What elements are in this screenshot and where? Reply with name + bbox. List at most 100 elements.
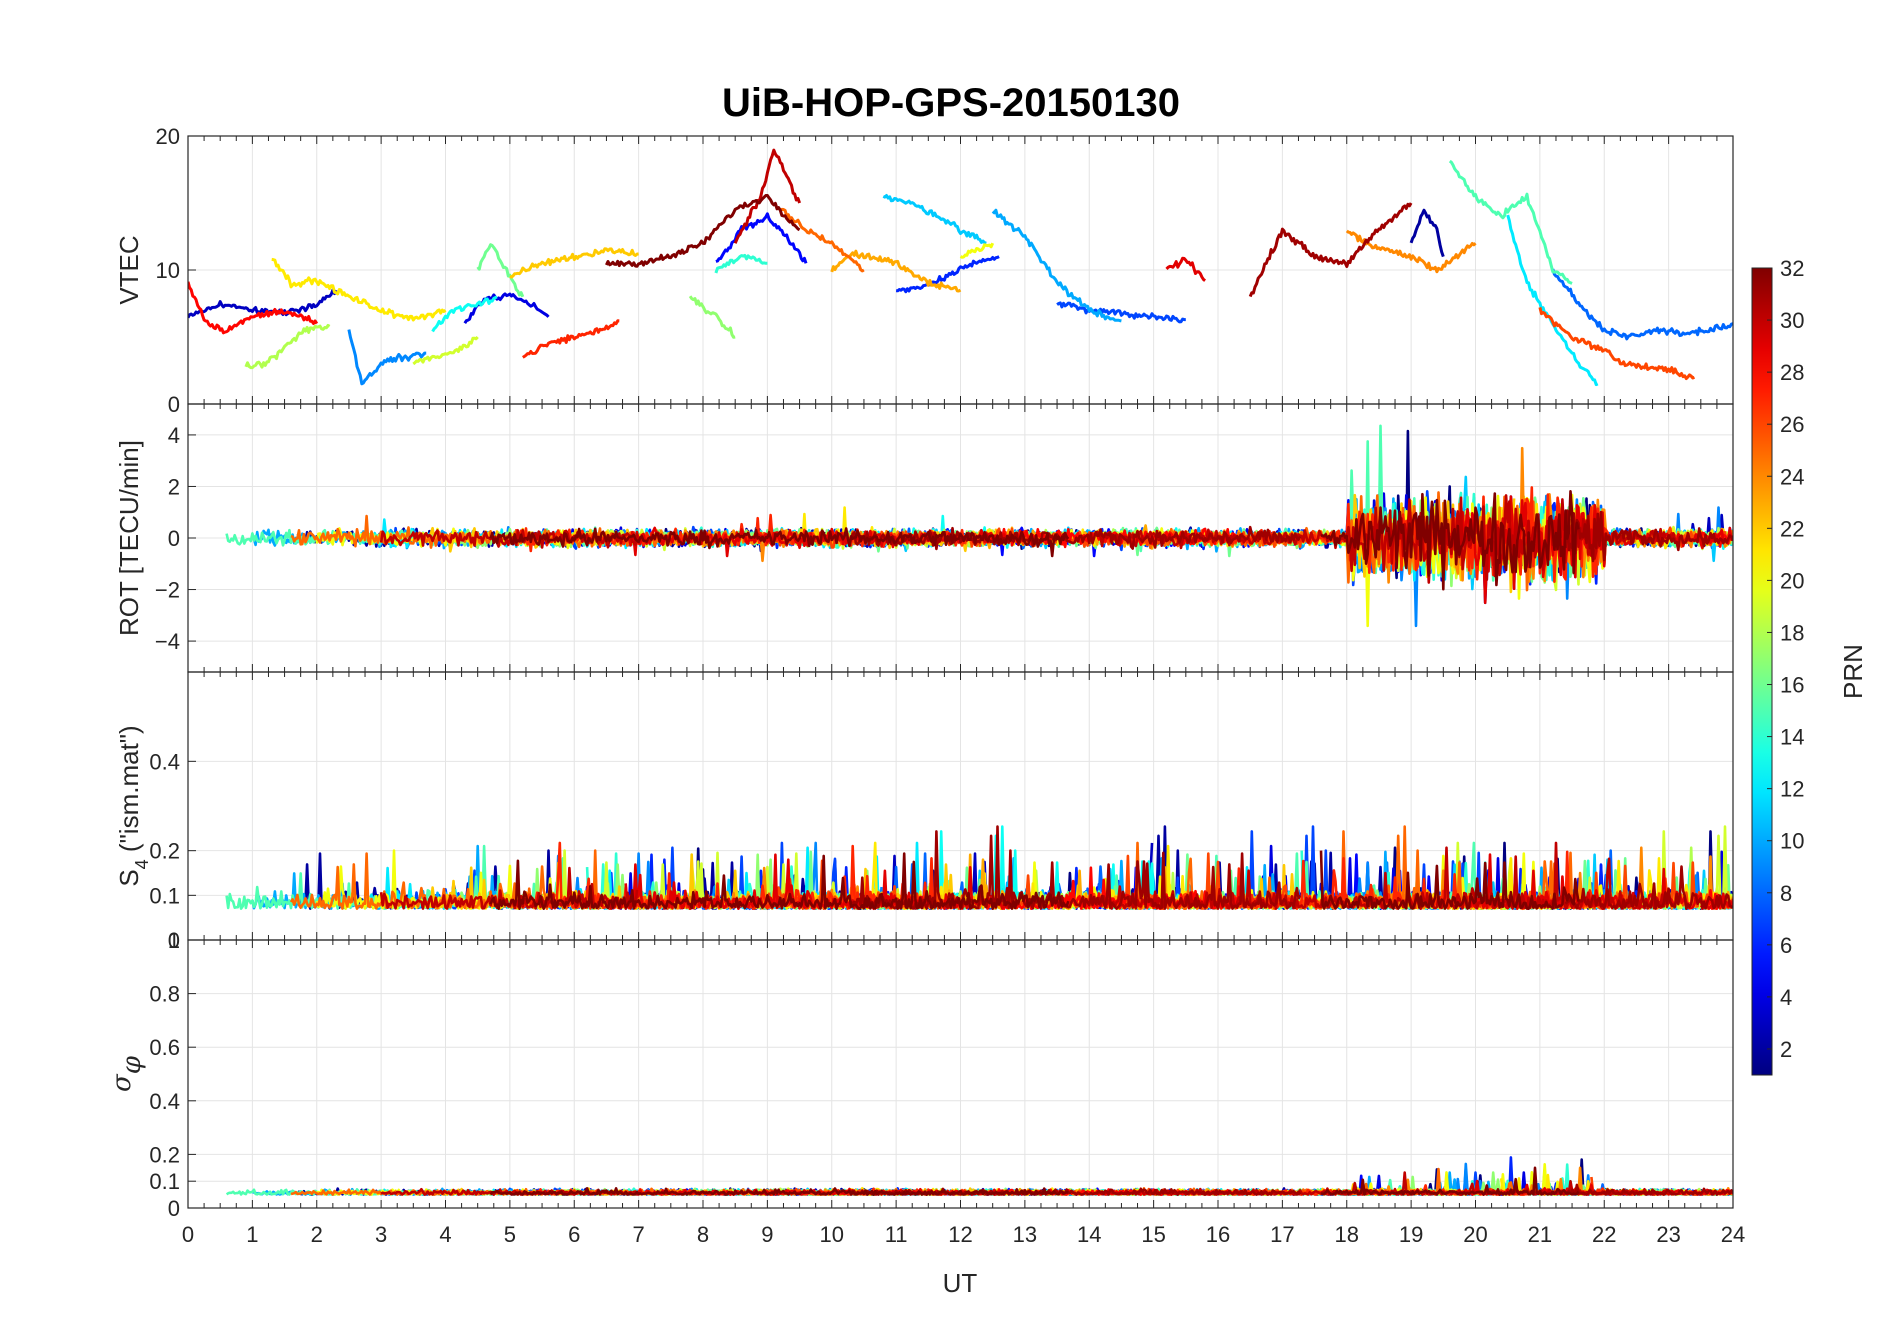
y-tick-label: 0.2 <box>149 839 180 864</box>
x-tick-label: 11 <box>885 1222 908 1247</box>
x-tick-label: 19 <box>1399 1222 1423 1247</box>
colorbar-tick-label: 14 <box>1780 725 1804 750</box>
vtec-trace-prn-26 <box>1538 307 1696 381</box>
x-tick-label: 2 <box>311 1222 323 1247</box>
chart-title: UiB-HOP-GPS-20150130 <box>722 81 1180 125</box>
colorbar-tick-label: 12 <box>1780 777 1804 802</box>
vtec-trace-prn-22 <box>509 247 639 279</box>
panel-rot: −4 −2 0 2 4 ROT [TECU/min] <box>114 403 1734 673</box>
x-tick-label: 5 <box>504 1222 516 1247</box>
colorbar-tick-label: 26 <box>1780 412 1804 437</box>
x-tick-label: 8 <box>697 1222 709 1247</box>
colorbar-tick-label: 6 <box>1780 933 1792 958</box>
y-tick-label: 20 <box>156 124 180 149</box>
y-tick-label: 0 <box>168 392 180 417</box>
rot-trace-prn-32 <box>489 527 1070 558</box>
y-axis-label-s4: S4 ("ism.mat") <box>114 725 152 886</box>
x-tick-label: 1 <box>246 1222 258 1247</box>
vtec-trace-prn-7 <box>1056 301 1186 324</box>
vtec-trace-prn-27 <box>522 319 620 359</box>
y-tick-label: 0 <box>168 1196 180 1221</box>
y-tick-label: 0 <box>168 526 180 551</box>
rot-trace-prn-32 <box>1321 490 1580 591</box>
x-tick-label: 15 <box>1141 1222 1165 1247</box>
x-tick-label: 23 <box>1656 1222 1680 1247</box>
y-tick-label: 0.6 <box>149 1035 180 1060</box>
s4-trace-prn-31 <box>849 825 1302 910</box>
panel-s4: 0 0.1 0.2 0.4S4 ("ism.mat") <box>114 671 1734 953</box>
x-tick-label: 24 <box>1721 1222 1745 1247</box>
colorbar-scale <box>1751 267 1773 1076</box>
colorbar-label: PRN <box>1838 644 1868 699</box>
y-tick-label: 1 <box>168 928 180 953</box>
x-tick-label: 22 <box>1592 1222 1616 1247</box>
traces-vtec <box>188 148 1733 387</box>
vtec-trace-prn-18 <box>244 323 331 370</box>
s4-trace-prn-31 <box>1564 865 1733 910</box>
y-axis-label-vtec: VTEC <box>114 235 144 304</box>
colorbar-tick-label: 24 <box>1780 464 1804 489</box>
vtec-trace-prn-16 <box>476 243 525 298</box>
colorbar-tick-label: 10 <box>1780 829 1804 854</box>
vtec-trace-prn-23 <box>830 249 962 293</box>
x-tick-label: 10 <box>820 1222 844 1247</box>
y-tick-label: −4 <box>155 629 180 654</box>
y-axis-label-sigma_phi: σφ <box>107 1055 147 1092</box>
vtec-trace-prn-14 <box>714 253 768 274</box>
traces-rot <box>225 424 1733 628</box>
y-tick-label: 0.4 <box>149 749 180 774</box>
y-tick-label: 0.2 <box>149 1142 180 1167</box>
colorbar-tick-label: 4 <box>1780 985 1792 1010</box>
y-tick-label: 0.4 <box>149 1089 180 1114</box>
vtec-trace-prn-5 <box>715 212 808 264</box>
colorbar-tick-label: 8 <box>1780 881 1792 906</box>
x-tick-label: 16 <box>1206 1222 1230 1247</box>
x-tick-label: 4 <box>439 1222 451 1247</box>
x-tick-label: 21 <box>1528 1222 1552 1247</box>
vtec-trace-prn-31 <box>1248 202 1413 298</box>
x-tick-label: 6 <box>568 1222 580 1247</box>
vtec-trace-prn-12 <box>1506 214 1599 387</box>
vtec-trace-prn-21 <box>271 257 447 322</box>
s4-trace-prn-29 <box>624 853 1011 910</box>
panel-vtec: 0 10 20 VTEC <box>114 124 1734 417</box>
vtec-trace-prn-4 <box>463 292 550 325</box>
x-tick-label: 13 <box>1013 1222 1037 1247</box>
x-axis-label: UT <box>943 1268 978 1298</box>
vtec-trace-prn-10 <box>991 208 1122 323</box>
rot-trace-prn-30 <box>1094 494 1677 584</box>
x-tick-label: 0 <box>182 1222 194 1247</box>
x-tick-label: 12 <box>948 1222 972 1247</box>
colorbar-tick-label: 18 <box>1780 620 1804 645</box>
vtec-trace-prn-13 <box>431 295 498 333</box>
rot-trace-prn-31 <box>1564 509 1733 563</box>
vtec-trace-prn-11 <box>882 194 987 245</box>
colorbar-tick-label: 32 <box>1780 256 1804 281</box>
y-tick-label: 0.8 <box>149 982 180 1007</box>
s4-trace-prn-32 <box>1319 850 1580 910</box>
colorbar-tick-label: 2 <box>1780 1037 1792 1062</box>
x-tick-label: 7 <box>633 1222 645 1247</box>
x-tick-label: 14 <box>1077 1222 1101 1247</box>
y-tick-label: 0 <box>168 928 180 953</box>
y-tick-label: 10 <box>156 258 180 283</box>
vtec-trace-prn-6 <box>896 255 1000 294</box>
x-tick-label: 9 <box>761 1222 773 1247</box>
vtec-trace-prn-32 <box>605 194 801 268</box>
colorbar-tick-label: 20 <box>1780 568 1804 593</box>
sigma_phi-trace-prn-32 <box>489 1187 1069 1196</box>
colorbar-tick-label: 16 <box>1780 673 1804 698</box>
y-tick-label: −2 <box>155 578 180 603</box>
traces-sigma_phi <box>225 1156 1733 1196</box>
x-axis: 0 1 2 3 4 5 6 7 8 9 10 11 12 13 14 15 16 17 18 19 20 21 22 23 24 <box>182 1222 1745 1247</box>
vtec-trace-prn-25 <box>779 207 865 273</box>
vtec-trace-prn-19 <box>412 336 479 366</box>
vtec-trace-prn-29 <box>1165 256 1206 282</box>
sigma_phi-trace-prn-31 <box>1564 1183 1733 1196</box>
y-tick-label: 2 <box>168 474 180 499</box>
x-tick-label: 17 <box>1270 1222 1294 1247</box>
vtec-trace-prn-20 <box>959 242 995 259</box>
